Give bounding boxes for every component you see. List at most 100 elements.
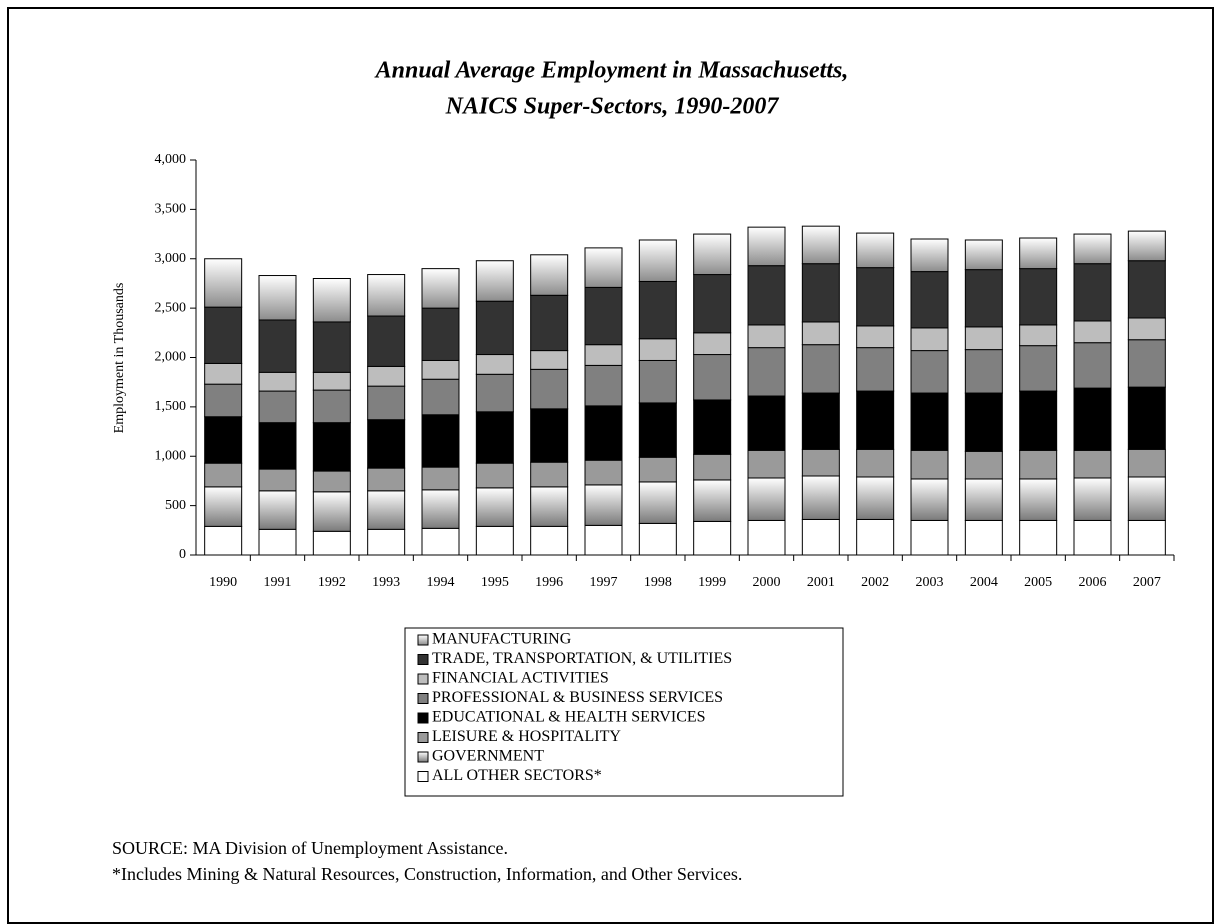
legend-label: FINANCIAL ACTIVITIES [432, 670, 609, 687]
x-tick-label: 2003 [916, 575, 944, 590]
bar-segment [584, 286, 623, 346]
bar-segment [367, 274, 406, 317]
x-tick-label: 1993 [372, 575, 400, 590]
bar-segment [204, 462, 243, 488]
bar-segment [1019, 324, 1058, 347]
legend [404, 627, 844, 797]
bar-segment [1127, 339, 1166, 388]
bar-segment [530, 461, 569, 488]
bar-segment [693, 274, 732, 334]
bar-segment [367, 365, 406, 387]
bar-segment [747, 226, 786, 267]
bar-segment [421, 527, 460, 556]
bar-segment [367, 490, 406, 530]
bar-segment [204, 525, 243, 556]
legend-swatch [417, 732, 429, 743]
bar-segment [964, 478, 1003, 521]
bar-segment [1073, 263, 1112, 322]
bar-segment [1127, 519, 1166, 556]
bar-segment [1019, 345, 1058, 392]
x-tick-label: 1996 [535, 575, 563, 590]
bar-segment [1019, 478, 1058, 521]
bar-segment [638, 359, 677, 404]
bar-segment [421, 466, 460, 491]
bar-segment [856, 390, 895, 450]
page-frame [7, 7, 1214, 924]
bar-segment [910, 392, 949, 451]
legend-swatch [417, 751, 429, 763]
bar-segment [1127, 386, 1166, 450]
bar-segment [421, 378, 460, 416]
legend-swatch [417, 654, 429, 665]
bar-segment [367, 315, 406, 367]
bar-segment [964, 326, 1003, 351]
y-tick-label: 2,000 [155, 350, 187, 365]
x-tick-label: 1999 [698, 575, 726, 590]
chart-title: Annual Average Employment in Massachuset… [374, 58, 849, 84]
bar-segment [367, 467, 406, 492]
legend-label: MANUFACTURING [432, 631, 572, 648]
x-tick-label: 1990 [209, 575, 237, 590]
bar-segment [421, 268, 460, 309]
bar-segment [1127, 260, 1166, 319]
bar-segment [258, 490, 297, 530]
bar-segment [693, 453, 732, 481]
legend-label: LEISURE & HOSPITALITY [432, 728, 621, 745]
x-tick-label: 1995 [481, 575, 509, 590]
bar-segment [856, 476, 895, 520]
x-tick-label: 2006 [1079, 575, 1107, 590]
legend-swatch [417, 673, 429, 685]
bar-segment [367, 528, 406, 556]
bar-segment [258, 275, 297, 321]
legend-label: EDUCATIONAL & HEALTH SERVICES [432, 709, 706, 726]
bar-segment [910, 350, 949, 394]
x-tick-label: 1997 [590, 575, 618, 590]
bar-segment [530, 408, 569, 463]
legend-swatch [417, 693, 429, 704]
bar-segment [801, 225, 840, 265]
bar-segment [204, 362, 243, 385]
bar-segment [910, 519, 949, 556]
x-tick-label: 1991 [264, 575, 292, 590]
source-note: SOURCE: MA Division of Unemployment Assi… [112, 838, 508, 858]
bar-segment [1019, 449, 1058, 480]
bar-segment [910, 238, 949, 273]
y-tick-label: 1,500 [155, 399, 187, 414]
bar-segment [801, 475, 840, 520]
bar-segment [1073, 320, 1112, 344]
bar-segment [801, 344, 840, 394]
bar-segment [204, 258, 243, 308]
bar-segment [638, 280, 677, 340]
bar-segment [1019, 237, 1058, 270]
bar-segment [258, 319, 297, 373]
bar-segment [693, 332, 732, 356]
legend-swatch [417, 634, 429, 646]
bar-segment [964, 269, 1003, 328]
bar-segment [1127, 476, 1166, 521]
bar-segment [475, 525, 514, 556]
bar-segment [801, 518, 840, 556]
y-tick-label: 4,000 [155, 152, 187, 167]
bar-segment [964, 392, 1003, 452]
footnote: *Includes Mining & Natural Resources, Co… [112, 864, 742, 884]
bar-segment [801, 263, 840, 323]
bar-segment [856, 325, 895, 349]
bar-segment [312, 278, 351, 323]
y-tick-label: 2,500 [155, 300, 187, 315]
bar-segment [638, 402, 677, 458]
bar-segment [204, 416, 243, 464]
x-tick-label: 2002 [861, 575, 889, 590]
x-tick-label: 2005 [1024, 575, 1052, 590]
bar-segment [856, 347, 895, 392]
bar-segment [421, 359, 460, 380]
x-tick-label: 2000 [753, 575, 781, 590]
bar-segment [584, 364, 623, 407]
bar-segment [475, 300, 514, 356]
x-tick-label: 1994 [427, 575, 455, 590]
bar-segment [1127, 317, 1166, 341]
bar-segment [312, 470, 351, 493]
bar-segment [584, 247, 623, 288]
bar-segment [638, 456, 677, 483]
legend-label: TRADE, TRANSPORTATION, & UTILITIES [432, 650, 732, 667]
